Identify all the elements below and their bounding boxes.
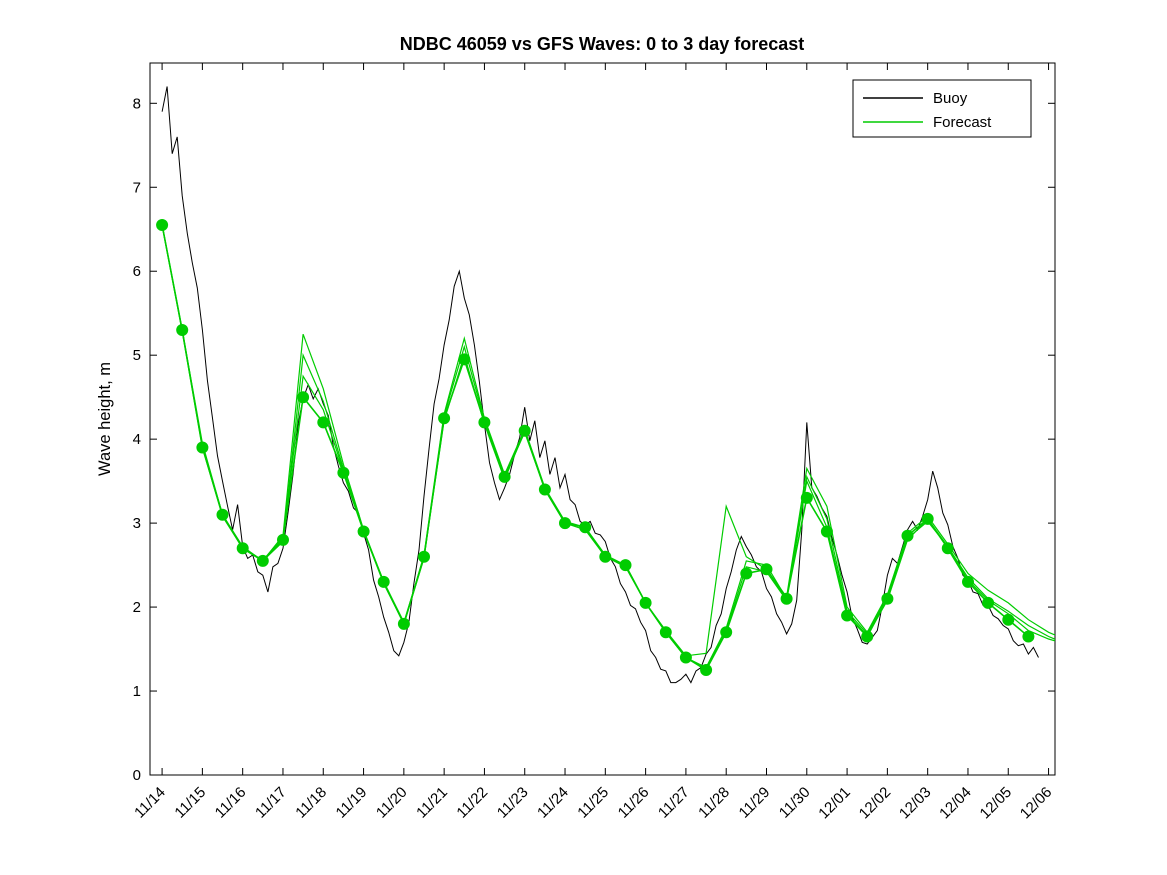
x-tick-label: 11/15: [171, 784, 209, 822]
forecast-marker: [962, 575, 974, 588]
forecast-marker: [760, 563, 773, 576]
forecast-marker: [337, 466, 350, 479]
forecast-marker: [941, 542, 954, 555]
x-tick-label: 11/30: [776, 784, 814, 822]
legend-box: [852, 79, 1032, 138]
forecast-marker: [297, 391, 310, 404]
x-tick-label: 11/26: [615, 784, 653, 822]
x-tick-label: 11/17: [252, 784, 290, 822]
forecast-marker: [780, 592, 793, 605]
x-tick-label: 12/06: [1017, 784, 1056, 823]
forecast-marker: [518, 424, 531, 437]
forecast-marker: [498, 470, 511, 483]
x-tick-label: 12/05: [977, 784, 1016, 823]
y-axis-label: Wave height, m: [96, 362, 114, 476]
x-tick-label: 11/23: [494, 784, 532, 822]
forecast-marker: [720, 626, 733, 639]
forecast-marker: [377, 575, 390, 588]
forecast-marker: [579, 521, 592, 534]
x-tick-label: 12/01: [815, 784, 854, 823]
forecast-marker: [438, 412, 451, 425]
forecast-marker: [700, 664, 713, 676]
forecast-marker: [317, 416, 330, 429]
chart-title: NDBC 46059 vs GFS Waves: 0 to 3 day fore…: [400, 34, 805, 54]
y-tick-label: 0: [133, 767, 141, 784]
forecast-marker: [599, 550, 612, 563]
forecast-marker: [559, 517, 571, 530]
forecast-marker: [659, 626, 672, 639]
x-tick-label: 11/20: [373, 784, 411, 822]
x-tick-label: 11/16: [212, 784, 250, 822]
legend: Buoy Forecast: [852, 79, 1032, 138]
forecast-marker: [538, 483, 551, 496]
forecast-marker: [881, 592, 894, 605]
forecast-marker: [619, 559, 632, 572]
y-tick-label: 8: [133, 95, 141, 112]
x-tick-label: 11/28: [695, 784, 733, 822]
legend-buoy-label: Buoy: [933, 90, 968, 107]
axes-box: [149, 62, 1056, 776]
y-tick-label: 4: [133, 431, 141, 448]
forecast-marker: [800, 491, 813, 504]
forecast-marker: [256, 554, 269, 567]
forecast-marker: [901, 529, 914, 542]
y-tick-label: 7: [133, 179, 141, 196]
y-tick-label: 5: [133, 347, 141, 364]
forecast-marker: [1022, 630, 1035, 643]
x-tick-label: 11/27: [655, 784, 693, 822]
forecast-marker: [196, 441, 209, 454]
forecast-marker: [418, 550, 430, 563]
series-forecast-run-1: [161, 224, 1055, 657]
x-tick-label: 11/22: [453, 784, 491, 822]
x-tick-label: 11/25: [574, 784, 612, 822]
forecast-marker: [236, 542, 249, 555]
forecast-marker: [639, 596, 652, 609]
x-tick-label: 11/14: [131, 784, 169, 822]
series-forecast-run-2: [161, 224, 1055, 669]
y-tick-label: 3: [133, 515, 141, 532]
forecast-marker: [679, 651, 692, 664]
forecast-marker: [1002, 613, 1015, 626]
x-tick-label: 11/24: [534, 784, 572, 822]
legend-forecast-label: Forecast: [933, 114, 992, 131]
x-tick-label: 11/21: [413, 784, 451, 822]
forecast-marker: [357, 525, 370, 538]
forecast-marker: [277, 533, 289, 546]
forecast-marker: [216, 508, 229, 521]
series-buoy: [161, 86, 1039, 684]
forecast-marker: [740, 567, 753, 580]
x-tick-label: 12/04: [936, 784, 975, 823]
forecast-marker: [982, 596, 995, 609]
forecast-marker: [458, 353, 471, 366]
forecast-marker: [861, 630, 874, 643]
x-tick-label: 12/02: [856, 784, 895, 823]
series-forecast-run-3: [161, 224, 1055, 671]
y-tick-label: 2: [133, 599, 141, 616]
x-tick-label: 11/29: [736, 784, 774, 822]
x-tick-label: 12/03: [896, 784, 935, 823]
forecast-marker: [820, 525, 833, 538]
series-forecast-main-markers: [156, 219, 1035, 676]
forecast-marker: [397, 617, 410, 630]
x-tick-label: 11/19: [333, 784, 371, 822]
y-tick-label: 6: [133, 263, 141, 280]
x-tick-label: 11/18: [292, 784, 330, 822]
forecast-marker: [478, 416, 491, 429]
y-tick-label: 1: [133, 683, 141, 700]
forecast-marker: [156, 219, 169, 231]
forecast-marker: [176, 324, 189, 336]
forecast-marker: [841, 609, 854, 622]
forecast-marker: [921, 512, 934, 525]
